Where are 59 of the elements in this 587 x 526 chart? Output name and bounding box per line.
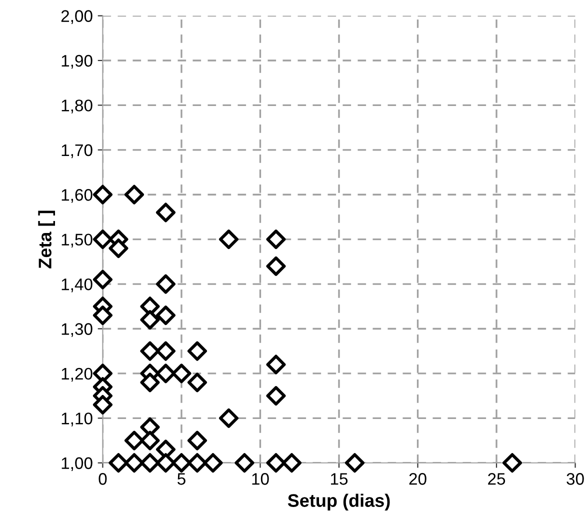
x-tick-label: 0: [98, 473, 107, 485]
y-tick-label: 1,80: [62, 100, 92, 114]
x-tick-label: 25: [488, 473, 506, 485]
point: [140, 430, 160, 450]
point: [266, 354, 286, 374]
point: [92, 230, 112, 250]
point: [187, 341, 207, 361]
x-tick-label: 10: [252, 473, 269, 485]
y-tick-label: 1,00: [62, 457, 92, 472]
point: [172, 453, 192, 473]
x-axis-title: Setup (dias): [288, 494, 390, 511]
point: [124, 184, 144, 204]
point: [156, 202, 176, 222]
point: [218, 408, 238, 428]
y-tick-label: 1,10: [62, 412, 92, 426]
point: [218, 230, 238, 250]
point: [156, 453, 176, 473]
point: [156, 306, 176, 326]
x-tick-label: 20: [409, 473, 426, 485]
point: [234, 453, 254, 473]
y-tick-label: 1,70: [62, 144, 92, 158]
point: [140, 372, 160, 392]
point: [108, 453, 128, 473]
y-tick-label: 1,20: [62, 368, 92, 382]
x-tick-label: 15: [330, 473, 348, 485]
point: [156, 274, 176, 294]
point: [140, 310, 160, 330]
point: [124, 430, 144, 450]
point: [266, 386, 286, 406]
point: [502, 453, 522, 473]
y-tick-label: 2,00: [61, 10, 92, 24]
point: [187, 453, 207, 473]
x-tick-label: 30: [566, 473, 584, 485]
point: [187, 372, 207, 392]
point: [92, 395, 112, 415]
point: [92, 306, 112, 326]
y-tick-label: 1,30: [62, 323, 92, 337]
y-tick-label: 1,50: [62, 234, 92, 248]
x-tick-label: 5: [178, 473, 186, 485]
point: [203, 453, 223, 473]
point: [156, 341, 176, 361]
point: [266, 256, 286, 276]
y-axis-title: Zeta [ ]: [38, 210, 56, 268]
point: [266, 230, 286, 250]
point: [156, 364, 176, 384]
point: [282, 453, 302, 473]
y-tick-label: 1,90: [62, 54, 92, 69]
point: [187, 430, 207, 450]
point: [172, 364, 192, 384]
point: [92, 184, 112, 204]
point: [266, 453, 286, 473]
y-tick-label: 1,40: [62, 278, 92, 292]
point: [124, 453, 144, 473]
y-tick-label: 1,60: [62, 189, 92, 203]
point: [140, 341, 160, 361]
point: [92, 270, 112, 290]
point: [140, 453, 160, 473]
point: [108, 238, 128, 258]
point: [344, 453, 364, 473]
